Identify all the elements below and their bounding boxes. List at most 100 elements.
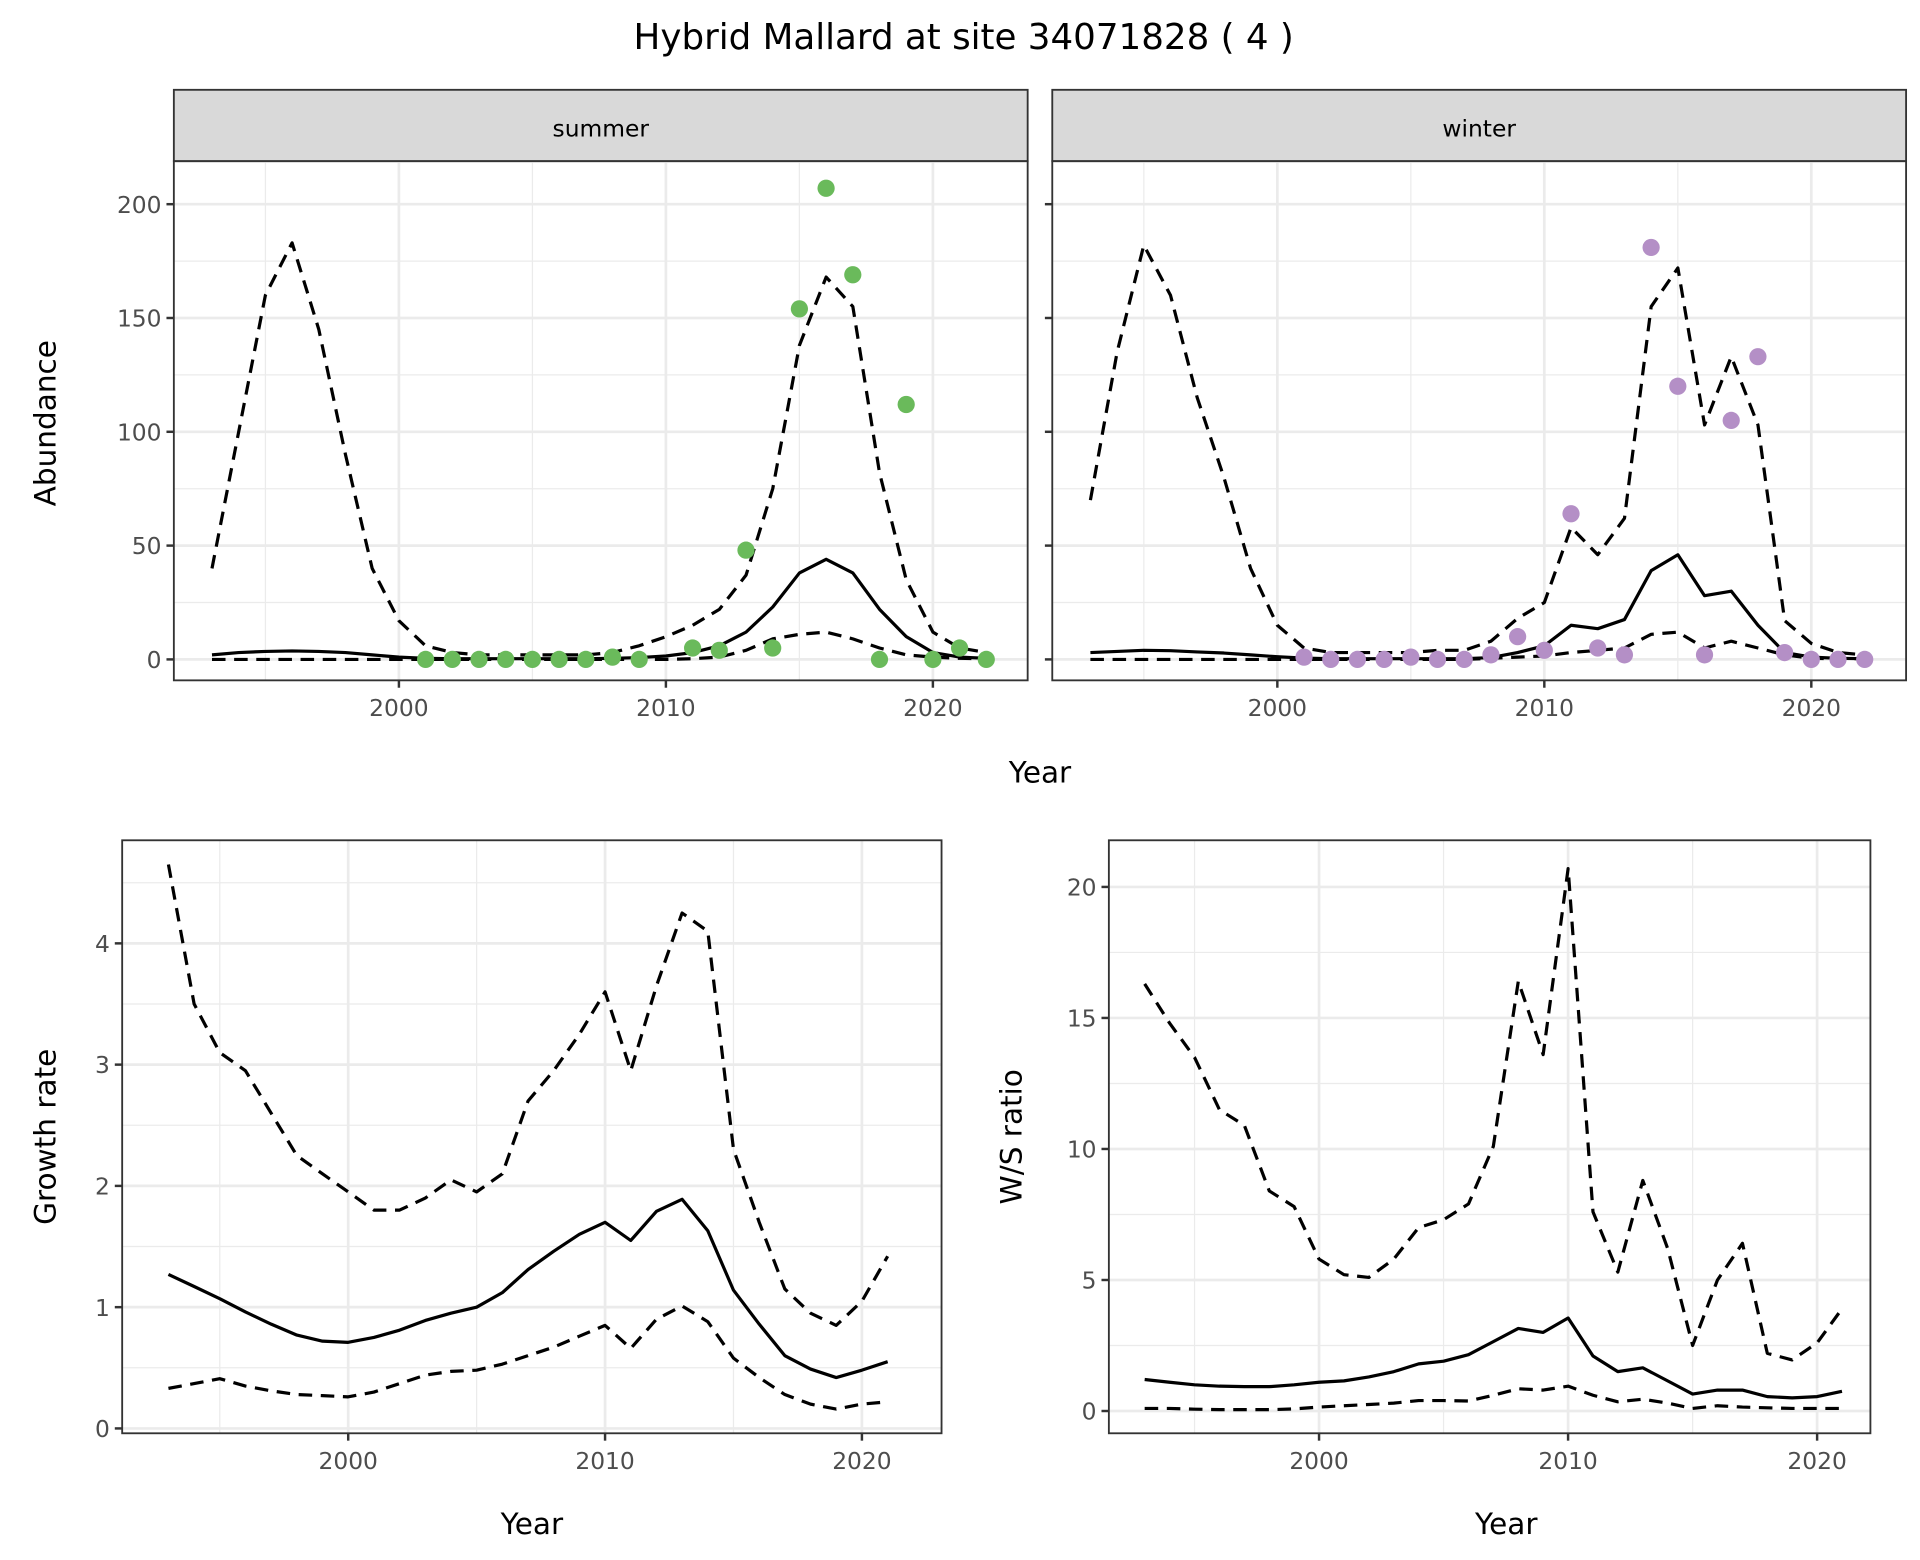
x-tick-label: 2000 bbox=[318, 1447, 377, 1475]
data-point bbox=[1695, 646, 1714, 664]
data-point bbox=[710, 641, 728, 659]
data-point bbox=[1455, 650, 1473, 669]
data-point bbox=[630, 650, 648, 669]
y-tick-label: 10 bbox=[1067, 1136, 1097, 1164]
data-point bbox=[1375, 650, 1393, 669]
series-line-lower bbox=[1090, 630, 1865, 662]
panel-border bbox=[121, 839, 943, 1435]
data-point bbox=[790, 300, 809, 318]
data-point bbox=[764, 639, 782, 657]
y-tick-label: 0 bbox=[147, 646, 162, 674]
series-line-mean bbox=[1090, 553, 1865, 661]
series-line-upper bbox=[210, 241, 987, 657]
x-tick-label: 2020 bbox=[1782, 694, 1841, 722]
figure-title: Hybrid Mallard at site 34071828 ( 4 ) bbox=[634, 17, 1294, 58]
data-point bbox=[470, 650, 488, 669]
y-tick-label: 150 bbox=[117, 305, 162, 333]
y-tick-label: 3 bbox=[95, 1051, 110, 1079]
data-point bbox=[1402, 648, 1420, 666]
facet-strip bbox=[172, 88, 1029, 163]
data-point bbox=[1829, 650, 1847, 669]
series-line-upper bbox=[1143, 866, 1844, 1362]
data-point bbox=[603, 648, 622, 666]
data-point bbox=[1669, 377, 1687, 395]
panel-border bbox=[1107, 839, 1872, 1435]
data-point bbox=[1642, 238, 1660, 257]
y-tick-label: 15 bbox=[1067, 1005, 1097, 1033]
data-point bbox=[1722, 411, 1740, 430]
series-line-mean bbox=[1144, 1316, 1843, 1400]
data-point bbox=[523, 650, 542, 669]
data-point bbox=[1802, 650, 1820, 669]
x-tick-label: 2010 bbox=[1538, 1447, 1597, 1475]
x-tick-label: 2020 bbox=[1787, 1447, 1846, 1475]
data-point bbox=[870, 650, 889, 669]
data-point bbox=[977, 650, 995, 669]
panel-border bbox=[172, 160, 1029, 682]
data-point bbox=[1749, 348, 1767, 366]
x-tick-label: 2020 bbox=[832, 1447, 891, 1475]
panel-summer: 2000 2010 2020 0 50 100 150 200 bbox=[117, 88, 1029, 722]
x-axis-title-ws: Year bbox=[1474, 1507, 1538, 1541]
x-tick-label: 2000 bbox=[1289, 1447, 1348, 1475]
data-point bbox=[1428, 650, 1447, 669]
data-point bbox=[1322, 650, 1340, 669]
data-point bbox=[817, 179, 835, 197]
y-tick-label: 4 bbox=[95, 930, 110, 958]
panel-growth-rate: 2000 2010 2020 0 1 2 3 4 bbox=[95, 839, 943, 1475]
facet-strip bbox=[1051, 88, 1908, 163]
data-point bbox=[443, 650, 461, 669]
data-point bbox=[737, 541, 755, 559]
series-line-lower bbox=[1144, 1384, 1842, 1412]
series-line-mean bbox=[167, 1197, 889, 1380]
data-point bbox=[1775, 643, 1794, 662]
y-tick-label: 0 bbox=[95, 1415, 110, 1443]
data-point bbox=[550, 650, 568, 669]
x-axis-title-growth: Year bbox=[500, 1507, 564, 1541]
series-line-upper bbox=[166, 864, 890, 1327]
data-point bbox=[1589, 639, 1607, 657]
data-point bbox=[683, 639, 702, 657]
panel-border bbox=[1051, 160, 1908, 682]
panel-ws-ratio: 2000 2010 2020 0 5 10 15 20 bbox=[1067, 839, 1872, 1475]
y-tick-label: 5 bbox=[1082, 1267, 1097, 1295]
y-axis-title-ws: W/S ratio bbox=[995, 1069, 1029, 1204]
x-tick-label: 2020 bbox=[903, 694, 962, 722]
x-axis-title-top: Year bbox=[1008, 755, 1072, 789]
y-tick-label: 1 bbox=[95, 1294, 110, 1322]
data-point bbox=[950, 639, 969, 657]
series-line-mean bbox=[211, 557, 987, 661]
series-line-lower bbox=[168, 1304, 888, 1411]
y-axis-title-growth: Growth rate bbox=[29, 1049, 63, 1225]
y-tick-label: 2 bbox=[95, 1173, 110, 1201]
x-tick-label: 2010 bbox=[1515, 694, 1574, 722]
x-tick-label: 2000 bbox=[369, 694, 428, 722]
series-line-lower bbox=[211, 630, 987, 662]
data-point bbox=[844, 266, 862, 284]
data-point bbox=[577, 650, 595, 669]
data-point bbox=[1482, 646, 1500, 664]
x-tick-label: 2010 bbox=[636, 694, 695, 722]
data-point bbox=[1562, 505, 1580, 523]
data-point bbox=[417, 650, 435, 669]
series-line-upper bbox=[1088, 243, 1865, 657]
y-tick-label: 50 bbox=[132, 532, 162, 560]
panel-winter: 2000 2010 2020 bbox=[1044, 88, 1908, 722]
y-axis-title-abundance: Abundance bbox=[29, 340, 63, 506]
data-point bbox=[1535, 641, 1553, 659]
data-point bbox=[924, 650, 942, 669]
data-point bbox=[1295, 648, 1313, 666]
facet-strip-label-winter: winter bbox=[1442, 115, 1516, 143]
data-point bbox=[1509, 628, 1527, 646]
x-tick-label: 2010 bbox=[575, 1447, 634, 1475]
y-tick-label: 100 bbox=[117, 418, 162, 446]
data-point bbox=[1856, 650, 1874, 669]
data-point bbox=[897, 395, 915, 414]
y-tick-label: 0 bbox=[1082, 1398, 1097, 1426]
data-point bbox=[497, 650, 515, 669]
x-tick-label: 2000 bbox=[1248, 694, 1307, 722]
data-point bbox=[1615, 646, 1634, 664]
y-tick-label: 20 bbox=[1067, 874, 1097, 902]
data-point bbox=[1348, 650, 1367, 669]
